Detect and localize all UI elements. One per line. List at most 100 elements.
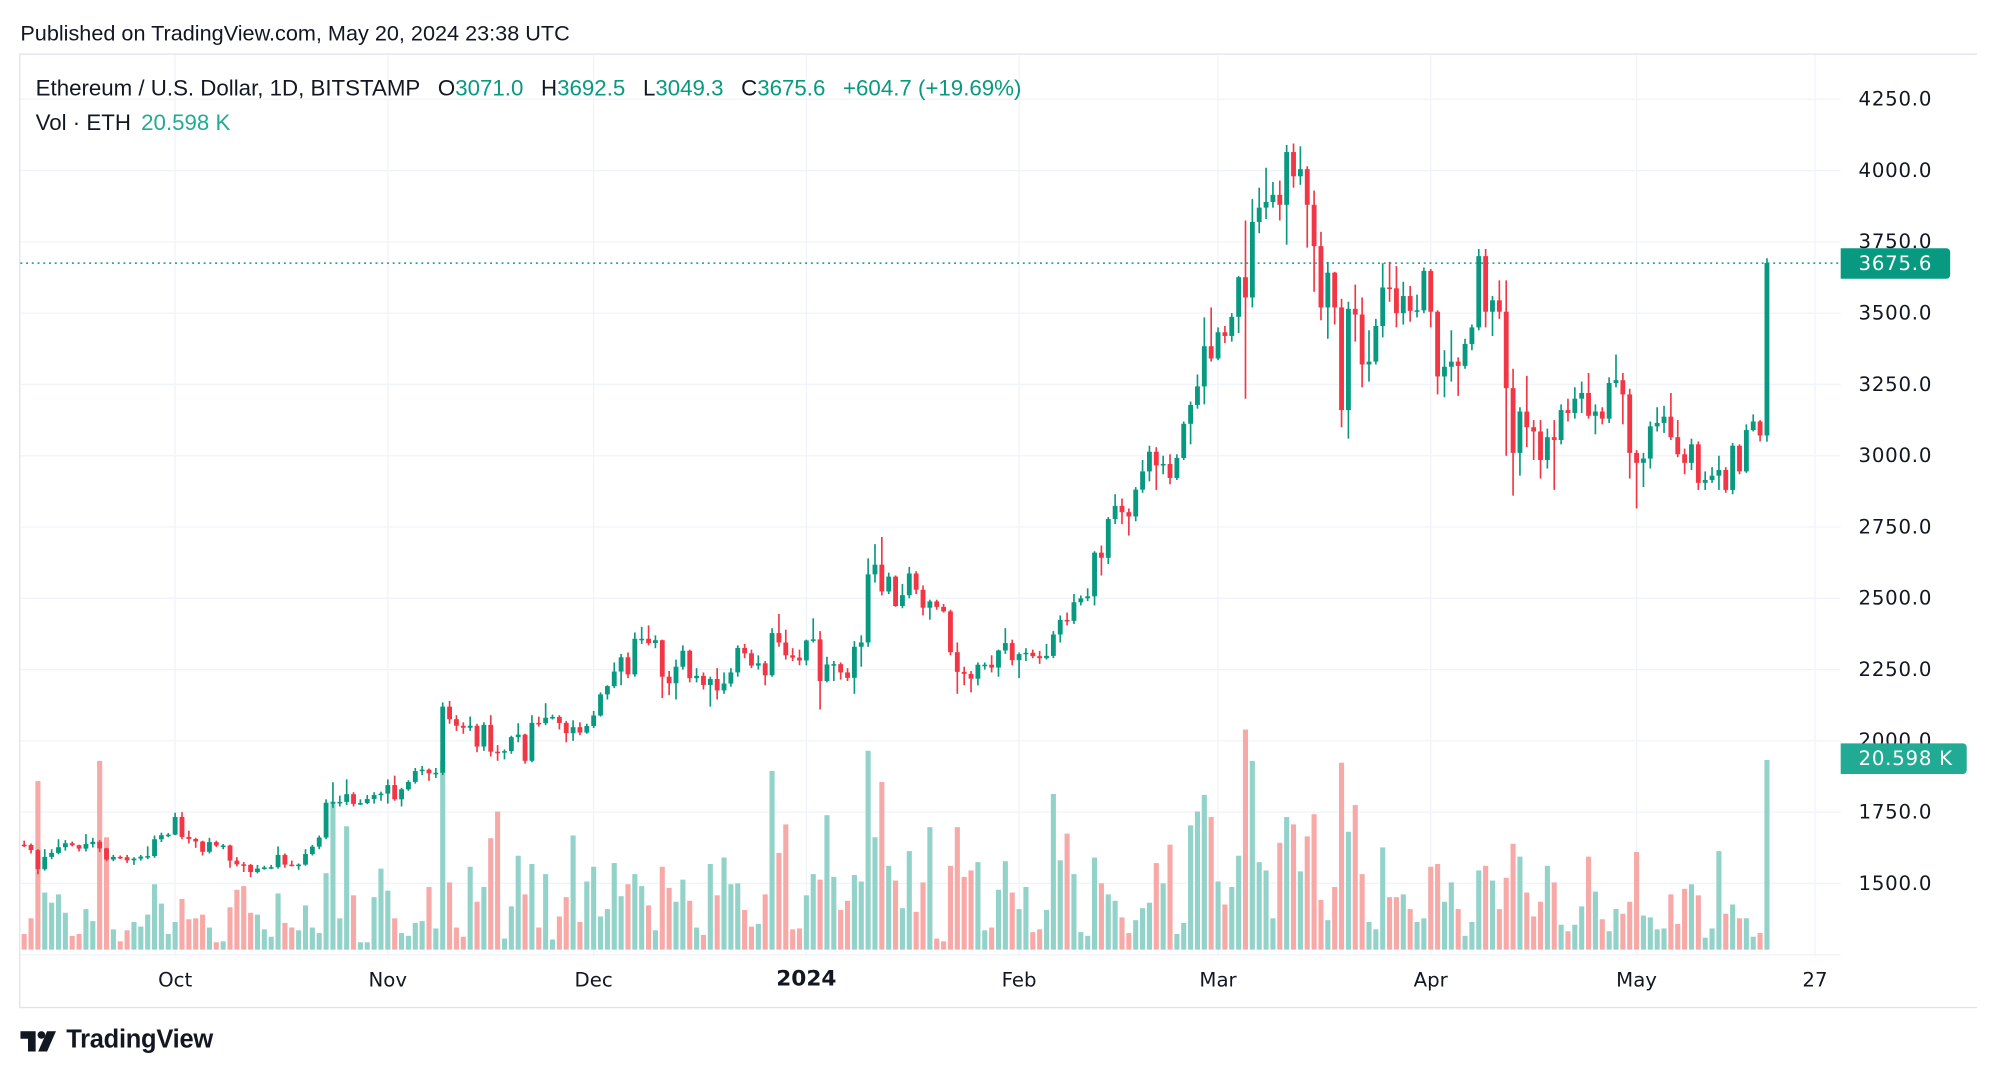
volume-bar <box>522 894 528 950</box>
candle-body <box>1689 444 1694 463</box>
candle <box>1572 387 1578 419</box>
candle-body <box>673 666 679 684</box>
price-tick-label: 1750.0 <box>1858 800 1933 824</box>
candle-body <box>1284 152 1290 205</box>
candle <box>1352 284 1358 342</box>
tradingview-brand[interactable]: TradingView <box>66 1026 213 1055</box>
candle-body <box>447 706 453 720</box>
volume-bar <box>1537 901 1544 950</box>
candle <box>1044 643 1049 660</box>
candle <box>131 857 137 865</box>
time-tick-label: Nov <box>368 968 408 992</box>
volume-bar <box>1085 935 1091 950</box>
volume-bar <box>1242 729 1249 950</box>
candle-body <box>680 650 686 667</box>
candle-body <box>639 638 645 641</box>
candle-body <box>790 655 796 658</box>
candle <box>1490 296 1495 336</box>
candle-body <box>69 843 75 846</box>
candle-body <box>543 717 549 724</box>
candle <box>1147 445 1152 482</box>
candle-body <box>1359 314 1365 365</box>
candle <box>1544 428 1550 469</box>
candle-body <box>1407 296 1413 311</box>
candle-body <box>1455 361 1461 366</box>
volume-bar <box>536 927 542 950</box>
candle <box>1133 487 1139 522</box>
candle-body <box>1682 454 1688 463</box>
candle <box>467 716 473 731</box>
volume-bar <box>55 894 62 950</box>
volume-bar <box>1366 922 1372 950</box>
candle-body <box>131 858 137 861</box>
low-value: 3049.3 <box>655 75 724 101</box>
tradingview-logo-icon <box>20 1030 57 1051</box>
candle-body <box>1737 445 1742 472</box>
candle-body <box>357 803 363 805</box>
volume-bar <box>172 922 178 950</box>
candle <box>248 864 254 878</box>
candle <box>405 780 411 791</box>
volume-bar <box>62 912 68 950</box>
symbol-title[interactable]: Ethereum / U.S. Dollar, 1D, BITSTAMP <box>35 75 421 101</box>
volume-bar <box>707 863 713 950</box>
candle-body <box>1496 300 1502 312</box>
candle <box>824 656 830 683</box>
candle-body <box>941 606 947 612</box>
volume-bar <box>1407 909 1413 950</box>
candle <box>1256 187 1262 234</box>
candle-body <box>495 751 501 754</box>
candle <box>83 834 89 852</box>
candle <box>1723 467 1729 493</box>
candle-body <box>1188 404 1194 424</box>
candle-body <box>1181 423 1187 459</box>
candle-body <box>858 642 864 647</box>
volume-bar <box>687 900 693 950</box>
volume-bar <box>1263 870 1269 950</box>
candle <box>234 857 240 867</box>
candle <box>1311 190 1317 292</box>
candle-body <box>1345 308 1351 411</box>
last-price-badge: 3675.6 <box>1840 248 1951 279</box>
volume-bar <box>131 922 137 950</box>
volume-bar <box>309 927 315 950</box>
candle-body <box>1750 421 1756 431</box>
candle <box>323 799 329 840</box>
volume-bar <box>1695 895 1701 950</box>
candle-body <box>385 785 391 794</box>
volume-label[interactable]: Vol · ETH <box>35 109 131 135</box>
volume-bar <box>1483 865 1489 950</box>
candle-body <box>275 854 281 868</box>
candle-body <box>117 856 123 859</box>
candle-body <box>268 867 274 869</box>
volume-bar <box>1400 894 1406 950</box>
candle <box>1229 313 1235 342</box>
candle <box>158 832 164 843</box>
candle <box>1037 651 1043 664</box>
volume-bar <box>1743 918 1749 950</box>
candle-body <box>1387 287 1392 290</box>
volume-bar <box>1325 920 1331 950</box>
volume-bar <box>1290 824 1297 950</box>
candle <box>577 722 583 736</box>
candle-body <box>550 716 555 719</box>
candle <box>968 671 974 693</box>
candle <box>268 864 274 870</box>
candle <box>1105 517 1111 565</box>
candle-body <box>742 647 748 654</box>
volume-bar <box>995 889 1002 950</box>
candle-body <box>1160 463 1166 466</box>
volume-bar <box>982 930 988 950</box>
candle-body <box>1167 463 1173 478</box>
candle <box>1695 441 1701 490</box>
volume-bar <box>975 862 981 950</box>
candle-body <box>701 675 706 685</box>
volume-bar <box>1057 860 1063 950</box>
price-tick-label: 3500.0 <box>1858 301 1933 325</box>
candle <box>303 849 308 866</box>
candle <box>1359 297 1365 388</box>
candle-body <box>289 864 295 867</box>
candle-body <box>1318 246 1324 308</box>
candle-body <box>1339 307 1344 411</box>
